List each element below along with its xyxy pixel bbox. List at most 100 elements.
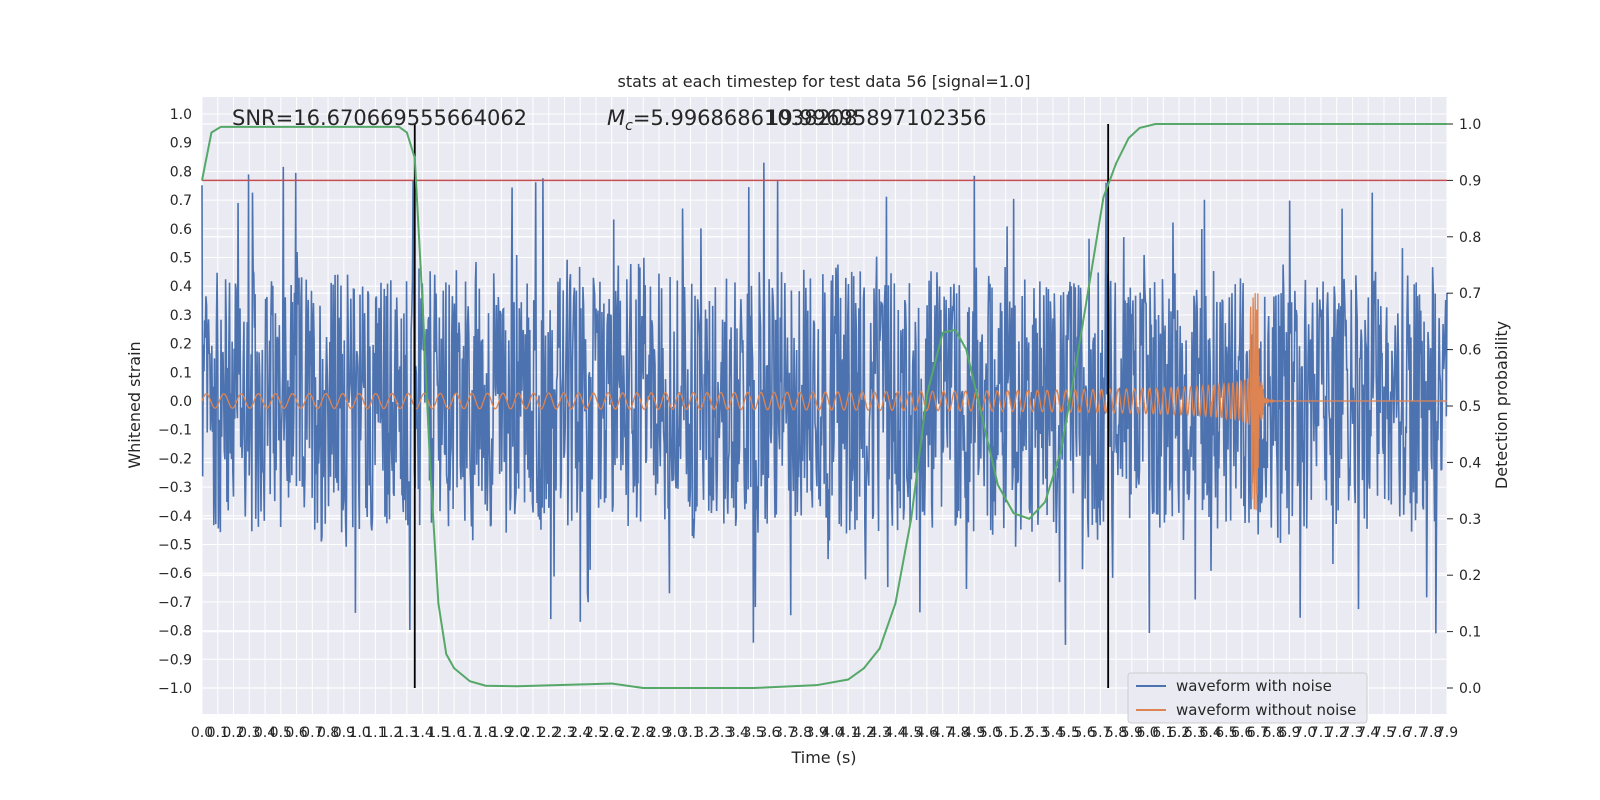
x-tick-label: 4.1 [837, 725, 859, 741]
legend-label-noise: waveform with noise [1176, 677, 1332, 695]
x-tick-label: 4.4 [884, 725, 906, 741]
legend-label-clean: waveform without noise [1176, 701, 1356, 719]
x-tick-label: 6.8 [1263, 725, 1285, 741]
x-tick-label: 1.5 [427, 725, 449, 741]
x-tick-label: 5.3 [1026, 725, 1048, 741]
y2-tick-label: 0.5 [1459, 399, 1481, 415]
y2-tick-label: 0.0 [1459, 681, 1481, 697]
x-tick-label: 4.7 [932, 725, 954, 741]
y-tick-label: −0.3 [158, 480, 192, 496]
x-tick-label: 3.0 [664, 725, 686, 741]
x-tick-label: 6.2 [1168, 725, 1190, 741]
x-tick-label: 1.9 [490, 725, 512, 741]
y-tick-label: 0.1 [170, 365, 192, 381]
y2-tick-label: 0.2 [1459, 568, 1481, 584]
x-tick-label: 1.0 [348, 725, 370, 741]
x-tick-label: 1.3 [396, 725, 418, 741]
x-tick-label: 2.9 [648, 725, 670, 741]
x-tick-label: 0.9 [333, 725, 355, 741]
y-tick-label: 0.7 [170, 193, 192, 209]
mc-symbol: M [607, 106, 625, 130]
x-tick-label: 2.3 [553, 725, 575, 741]
x-tick-label: 2.6 [601, 725, 623, 741]
x-tick-label: 0.5 [270, 725, 292, 741]
x-tick-label: 7.8 [1420, 725, 1442, 741]
x-tick-label: 0.8 [317, 725, 339, 741]
x-tick-label: 7.2 [1326, 725, 1348, 741]
y-tick-label: −1.0 [158, 681, 192, 697]
x-tick-label: 4.8 [947, 725, 969, 741]
x-tick-label: 6.5 [1215, 725, 1237, 741]
x-tick-label: 1.2 [380, 725, 402, 741]
x-tick-label: 6.3 [1184, 725, 1206, 741]
x-tick-label: 6.7 [1247, 725, 1269, 741]
x-tick-label: 7.9 [1436, 725, 1458, 741]
x-tick-label: 5.1 [995, 725, 1017, 741]
x-tick-label: 2.1 [522, 725, 544, 741]
chart-title: stats at each timestep for test data 56 … [618, 72, 1031, 91]
x-tick-label: 5.7 [1089, 725, 1111, 741]
x-tick-label: 2.2 [538, 725, 560, 741]
y-tick-label: −0.4 [158, 509, 192, 525]
y2-tick-label: 0.7 [1459, 286, 1481, 302]
waveform-without-noise-line [201, 293, 1447, 511]
x-tick-label: 6.4 [1199, 725, 1221, 741]
x-tick-label: 4.0 [821, 725, 843, 741]
x-tick-label: 2.7 [616, 725, 638, 741]
x-tick-label: 3.3 [711, 725, 733, 741]
x-tick-label: 4.3 [869, 725, 891, 741]
x-tick-label: 5.6 [1073, 725, 1095, 741]
y-tick-label: 1.0 [170, 107, 192, 123]
legend-box [1127, 672, 1368, 724]
mc-annotation-overlap: 19.99695897102356 [766, 106, 986, 130]
x-tick-label: 4.5 [900, 725, 922, 741]
x-tick-label: 5.4 [1042, 725, 1064, 741]
y-tick-label: 0.6 [170, 222, 192, 238]
y-tick-label: 0.5 [170, 251, 192, 267]
x-tick-label: 5.9 [1121, 725, 1143, 741]
x-tick-label: 1.8 [475, 725, 497, 741]
legend: waveform with noise waveform without noi… [1127, 672, 1368, 724]
x-tick-label: 7.4 [1357, 725, 1379, 741]
x-tick-label: 6.6 [1231, 725, 1253, 741]
x-tick-label: 6.9 [1278, 725, 1300, 741]
mc-annotation: Mc=5.99686861038208 [607, 106, 858, 134]
x-tick-label: 1.4 [412, 725, 434, 741]
x-tick-label: 6.1 [1152, 725, 1174, 741]
x-tick-label: 0.6 [285, 725, 307, 741]
y2-tick-label: 0.1 [1459, 625, 1481, 641]
x-tick-label: 2.0 [506, 725, 528, 741]
waveforms [201, 162, 1448, 645]
x-tick-label: 3.1 [679, 725, 701, 741]
x-tick-label: 3.8 [790, 725, 812, 741]
x-tick-label: 1.1 [364, 725, 386, 741]
x-tick-label: 1.6 [443, 725, 465, 741]
y-tick-label: −0.6 [158, 566, 192, 582]
x-tick-label: 6.0 [1136, 725, 1158, 741]
x-tick-label: 3.9 [805, 725, 827, 741]
y2-tick-label: 0.3 [1459, 512, 1481, 528]
detection-probability-line [201, 123, 1447, 689]
x-tick-label: 3.2 [695, 725, 717, 741]
x-tick-label: 3.6 [758, 725, 780, 741]
x-tick-label: 3.4 [727, 725, 749, 741]
x-tick-label: 4.6 [916, 725, 938, 741]
x-tick-label: 0.3 [238, 725, 260, 741]
y2-tick-label: 0.8 [1459, 230, 1481, 246]
y-tick-label: 0.0 [170, 394, 192, 410]
y2-axis-label: Detection probability [1492, 321, 1511, 489]
y-tick-label: −0.9 [158, 652, 192, 668]
y-tick-label: 0.3 [170, 308, 192, 324]
x-axis-label: Time (s) [790, 748, 856, 767]
x-tick-label: 0.4 [254, 725, 276, 741]
x-tick-label: 2.8 [632, 725, 654, 741]
waveform-with-noise-line [201, 162, 1448, 645]
y-tick-label: 0.9 [170, 136, 192, 152]
x-tick-label: 5.5 [1058, 725, 1080, 741]
y-tick-label: 0.4 [170, 279, 192, 295]
x-tick-label: 2.5 [585, 725, 607, 741]
y2-tick-label: 1.0 [1459, 117, 1481, 133]
mc-subscript: c [625, 118, 633, 134]
mc-value: =5.99686861038208 [633, 106, 858, 130]
